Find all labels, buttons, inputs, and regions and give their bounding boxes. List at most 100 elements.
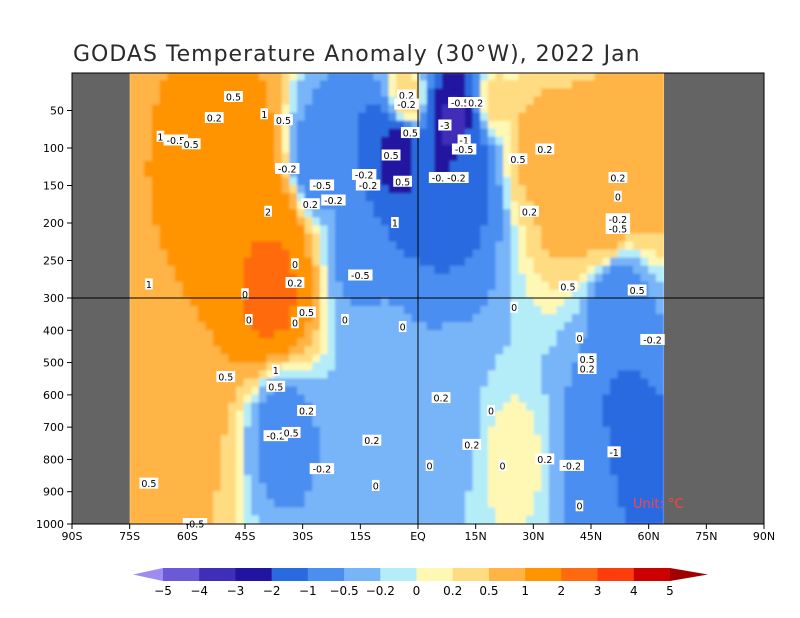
heatmap-cell [235, 426, 245, 437]
heatmap-cell [526, 144, 535, 155]
contour-label-text: -0.5 [455, 145, 474, 156]
heatmap-cell [602, 297, 612, 308]
heatmap-cell [243, 499, 253, 509]
heatmap-cell [266, 136, 276, 147]
heatmap-cell [487, 467, 497, 477]
heatmap-cell [274, 136, 283, 147]
heatmap-cell [289, 442, 299, 453]
heatmap-cell [228, 217, 238, 227]
heatmap-cell [419, 152, 428, 163]
heatmap-cell [174, 378, 184, 388]
heatmap-cell [129, 88, 138, 98]
heatmap-cell [487, 120, 497, 130]
heatmap-cell [541, 241, 551, 251]
heatmap-cell [419, 370, 428, 380]
contour-label-text: 0 [342, 315, 348, 326]
heatmap-cell [487, 128, 497, 139]
heatmap-cell [144, 370, 154, 380]
heatmap-cell [289, 305, 299, 316]
heatmap-cell [548, 185, 558, 195]
heatmap-cell [587, 418, 596, 428]
heatmap-cell [480, 136, 490, 147]
heatmap-cell [251, 177, 261, 187]
heatmap-cell [442, 289, 451, 300]
heatmap-cell [297, 209, 306, 219]
heatmap-cell [319, 515, 329, 524]
heatmap-cell [587, 136, 596, 147]
heatmap-cell [472, 233, 482, 243]
heatmap-cell [457, 80, 467, 90]
heatmap-cell [243, 257, 253, 267]
heatmap-cell [167, 96, 177, 106]
heatmap-cell [411, 394, 421, 404]
heatmap-cell [373, 338, 383, 348]
heatmap-cell [243, 160, 253, 171]
heatmap-cell [434, 426, 444, 437]
heatmap-cell [350, 73, 360, 82]
heatmap-cell [648, 104, 658, 114]
heatmap-cell [365, 88, 375, 98]
heatmap-cell [266, 402, 276, 412]
heatmap-cell [144, 144, 154, 155]
heatmap-cell [571, 410, 581, 420]
heatmap-cell [388, 297, 398, 308]
heatmap-cell [571, 370, 581, 380]
heatmap-cell [625, 144, 635, 155]
heatmap-cell [258, 80, 268, 90]
heatmap-cell [167, 338, 177, 348]
heatmap-cell [411, 426, 421, 437]
contour-label-text: 0.2 [537, 145, 552, 156]
heatmap-cell [190, 314, 199, 324]
heatmap-cell [380, 88, 390, 98]
heatmap-cell [205, 136, 215, 147]
heatmap-cell [564, 257, 574, 267]
heatmap-cell [289, 144, 299, 155]
heatmap-cell [579, 418, 589, 428]
heatmap-cell [281, 209, 291, 219]
heatmap-cell [167, 104, 177, 114]
heatmap-cell [487, 289, 497, 300]
heatmap-cell [449, 354, 459, 364]
heatmap-cell [602, 128, 612, 139]
heatmap-cell [442, 144, 451, 155]
heatmap-cell [274, 241, 283, 251]
heatmap-cell [159, 88, 169, 98]
heatmap-cell [129, 362, 138, 372]
heatmap-cell [235, 265, 245, 275]
heatmap-cell [213, 338, 222, 348]
heatmap-cell [312, 434, 322, 445]
heatmap-cell [426, 225, 436, 235]
heatmap-cell [396, 241, 406, 251]
heatmap-cell [526, 418, 535, 428]
contour-label-bg [341, 313, 349, 325]
heatmap-cell [358, 160, 367, 171]
heatmap-cell [235, 104, 245, 114]
heatmap-cell [304, 257, 314, 267]
heatmap-cell [228, 314, 238, 324]
heatmap-cell [388, 354, 398, 364]
heatmap-cell [526, 442, 535, 453]
heatmap-cell [213, 314, 222, 324]
y-tick-label: 300 [43, 292, 64, 305]
heatmap-cell [235, 128, 245, 139]
contour-label-bg [535, 453, 555, 465]
heatmap-cell [510, 136, 520, 147]
heatmap-cell [205, 330, 215, 340]
heatmap-cell [388, 330, 398, 340]
heatmap-cell [136, 233, 146, 243]
heatmap-cell [548, 112, 558, 122]
heatmap-cell [235, 322, 245, 332]
heatmap-cell [380, 289, 390, 300]
heatmap-cell [327, 104, 337, 114]
heatmap-cell [167, 209, 177, 219]
heatmap-cell [365, 249, 375, 259]
heatmap-cell [243, 305, 253, 316]
heatmap-cell [373, 499, 383, 509]
contour-label: 0.2 [520, 205, 539, 218]
heatmap-cell [319, 209, 329, 219]
heatmap-cell [434, 402, 444, 412]
heatmap-cell [571, 177, 581, 187]
heatmap-cell [358, 281, 367, 292]
heatmap-cell [312, 80, 322, 90]
heatmap-cell [632, 442, 642, 453]
